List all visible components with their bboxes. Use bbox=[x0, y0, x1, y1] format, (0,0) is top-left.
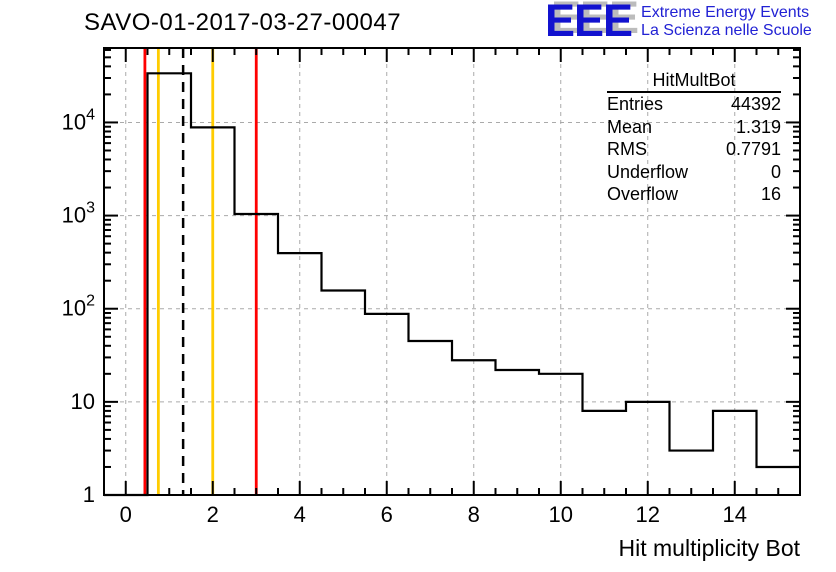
stats-row-overflow: Overflow 16 bbox=[607, 183, 781, 206]
stats-label: RMS bbox=[607, 139, 647, 159]
x-tick-label: 6 bbox=[381, 502, 393, 527]
stats-label: Entries bbox=[607, 94, 664, 114]
stats-row-entries: Entries 44392 bbox=[607, 93, 781, 116]
stats-value: 44392 bbox=[730, 94, 781, 114]
stats-value: 16 bbox=[760, 184, 781, 204]
stats-row-mean: Mean 1.319 bbox=[607, 116, 781, 139]
stats-box-title: HitMultBot bbox=[607, 70, 781, 93]
stats-row-underflow: Underflow 0 bbox=[607, 161, 781, 184]
y-tick-label: 10 bbox=[71, 389, 95, 414]
eee-logo: EEE Extreme Energy Events La Scienza nel… bbox=[545, 0, 812, 46]
stats-row-rms: RMS 0.7791 bbox=[607, 138, 781, 161]
stats-label: Underflow bbox=[607, 161, 689, 182]
eee-logo-caption: Extreme Energy Events La Scienza nelle S… bbox=[641, 4, 812, 40]
x-tick-label: 2 bbox=[207, 502, 219, 527]
eee-logo-line2: La Scienza nelle Scuole bbox=[641, 22, 812, 39]
x-tick-label: 10 bbox=[549, 502, 573, 527]
y-tick-label: 103 bbox=[62, 200, 95, 228]
x-tick-label: 12 bbox=[636, 502, 660, 527]
marker-lines bbox=[143, 48, 258, 495]
x-tick-label: 0 bbox=[120, 502, 132, 527]
x-axis-title: Hit multiplicity Bot bbox=[618, 535, 800, 561]
stats-value: 0 bbox=[770, 161, 781, 182]
plot-title: SAVO-01-2017-03-27-00047 bbox=[84, 9, 402, 36]
y-tick-label: 104 bbox=[62, 106, 95, 134]
stats-box: HitMultBot Entries 44392 Mean 1.319 RMS … bbox=[607, 70, 781, 206]
axis-ticks bbox=[104, 48, 800, 496]
x-tick-label: 8 bbox=[468, 502, 480, 527]
stats-value: 1.319 bbox=[735, 116, 781, 137]
x-tick-label: 4 bbox=[294, 502, 306, 527]
eee-logo-mark: EEE bbox=[545, 0, 633, 46]
x-tick-label: 14 bbox=[723, 502, 747, 527]
stats-label: Mean bbox=[607, 116, 653, 137]
y-tick-label: 102 bbox=[62, 293, 95, 321]
grid-lines bbox=[104, 48, 800, 495]
eee-logo-line1: Extreme Energy Events bbox=[641, 4, 810, 21]
stats-value: 0.7791 bbox=[725, 139, 781, 159]
y-tick-label: 1 bbox=[83, 482, 95, 507]
axis-tick-labels: 0 2 4 6 8 10 12 14 1 10 102 103 104 bbox=[62, 106, 747, 527]
stats-label: Overflow bbox=[607, 184, 679, 204]
histogram-line bbox=[104, 72, 800, 497]
